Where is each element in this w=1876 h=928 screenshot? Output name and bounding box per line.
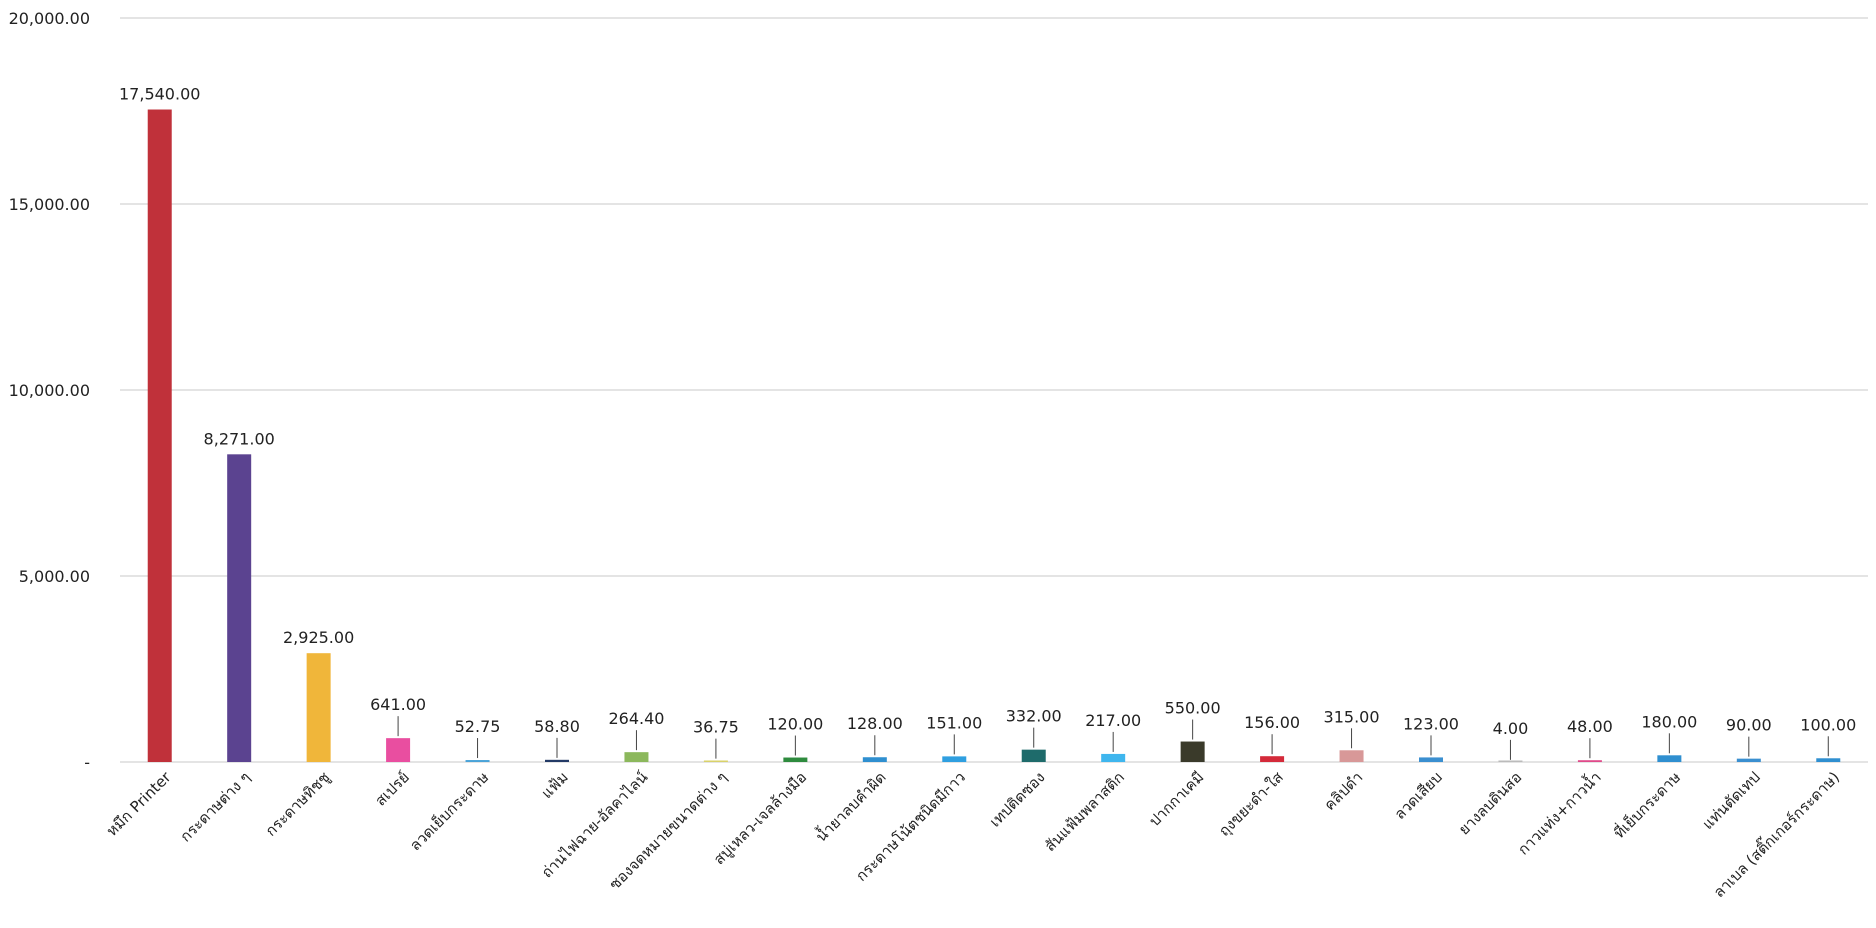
bar (1101, 753, 1126, 762)
bar (783, 757, 808, 762)
bar (1657, 755, 1682, 762)
data-label: 315.00 (1324, 707, 1380, 726)
axis-layer: - 5,000.00 10,000.00 15,000.00 20,000.00 หมึก… (9, 9, 1844, 901)
bar (545, 759, 569, 762)
data-label: 17,540.00 (119, 85, 200, 104)
bar (1021, 749, 1046, 762)
bar (1736, 758, 1761, 762)
x-category-label: กระดาษต่าง ๆ (177, 768, 254, 845)
y-tick-label: 15,000.00 (9, 195, 90, 214)
x-category-label: สันแฟ้มพลาสติก (1041, 768, 1128, 855)
x-category-label: แท่นตัดเทป (1699, 768, 1764, 833)
data-label: 156.00 (1244, 713, 1300, 732)
data-label: 180.00 (1641, 712, 1697, 731)
data-label: 123.00 (1403, 714, 1459, 733)
y-tick-label: 10,000.00 (9, 381, 90, 400)
x-category-label: น้ำยาลบคำผิด (811, 767, 890, 846)
x-category-label: ลาเบล (สติ๊กเกอร์กระดาษ) (1708, 767, 1843, 902)
data-label: 90.00 (1726, 716, 1772, 735)
data-label: 8,271.00 (204, 429, 275, 448)
y-tick-label: - (84, 753, 90, 772)
bar (624, 752, 649, 762)
bar (1419, 757, 1443, 762)
bar-layer (147, 109, 1841, 762)
bar (1180, 741, 1205, 762)
bar (147, 109, 172, 762)
bar (1260, 756, 1285, 762)
grid-layer (120, 17, 1868, 763)
x-category-label: ยางลบดินสอ (1455, 768, 1525, 838)
x-category-label: เทปติดซอง (986, 768, 1049, 831)
data-label: 641.00 (370, 695, 426, 714)
bar (1577, 760, 1602, 762)
data-label: 100.00 (1800, 715, 1856, 734)
label-layer: 17,540.00 8,271.00 2,925.00 641.00 52.75 58.8… (119, 85, 1856, 760)
bar (306, 653, 331, 762)
data-label: 550.00 (1165, 699, 1221, 718)
x-category-label: ที่เย็บกระดาษ (1609, 767, 1684, 842)
data-label: 217.00 (1085, 711, 1141, 730)
bar (942, 756, 967, 762)
bar (862, 757, 887, 762)
x-category-label: ปากกาเคมี (1146, 768, 1208, 830)
bar (1339, 750, 1364, 762)
data-label: 151.00 (926, 713, 982, 732)
bar (1816, 758, 1841, 762)
data-label: 36.75 (693, 718, 739, 737)
data-label: 58.80 (534, 717, 580, 736)
x-category-label: ถุงขยะดำ-ใส (1215, 768, 1288, 841)
x-category-label: ลวดเย็บกระดาษ (405, 767, 492, 854)
y-tick-label: 20,000.00 (9, 9, 90, 28)
x-category-label: หมึก Printer (103, 768, 175, 840)
bar (1498, 760, 1523, 762)
x-category-label: ลวดเสียบ (1391, 768, 1446, 823)
data-label: 2,925.00 (283, 628, 354, 647)
y-tick-label: 5,000.00 (19, 567, 90, 586)
data-label: 48.00 (1567, 717, 1613, 736)
bar (465, 760, 490, 762)
bar (227, 454, 252, 762)
data-label: 120.00 (767, 715, 823, 734)
data-label: 128.00 (847, 714, 903, 733)
x-category-label: แฟ้ม (538, 768, 572, 802)
x-category-label: สเปรย์ (371, 768, 412, 809)
x-category-label: กระดาษทิชชู (262, 768, 334, 840)
bar (386, 738, 411, 762)
x-category-label: คลิปดำ (1320, 768, 1366, 814)
data-label: 4.00 (1493, 719, 1529, 738)
bar (703, 760, 728, 762)
data-label: 264.40 (608, 709, 664, 728)
data-label: 332.00 (1006, 707, 1062, 726)
data-label: 52.75 (455, 717, 501, 736)
x-category-label: กาวแท่ง+กาวน้ำ (1513, 767, 1605, 859)
